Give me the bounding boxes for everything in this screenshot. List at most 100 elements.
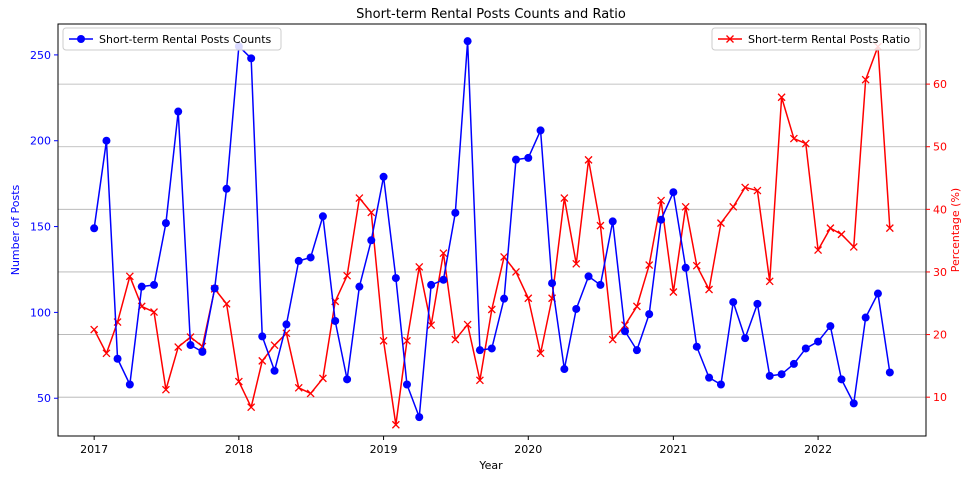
data-point: [90, 325, 99, 334]
legend-label: Short-term Rental Posts Ratio: [748, 33, 910, 46]
data-point: [150, 308, 158, 316]
data-point: [885, 224, 894, 233]
data-point: [355, 282, 364, 291]
series: [90, 37, 894, 429]
x-tick-label: 2022: [804, 443, 832, 456]
data-point: [669, 188, 678, 197]
data-point: [258, 356, 267, 365]
data-point: [415, 413, 424, 422]
data-point: [536, 349, 545, 358]
y-right-tick-label: 50: [933, 141, 947, 154]
data-point: [258, 332, 267, 341]
data-point: [681, 263, 690, 272]
data-point: [548, 279, 557, 288]
data-point: [753, 299, 762, 308]
series-counts: [90, 37, 894, 422]
data-point: [596, 280, 605, 289]
x-tick-label: 2021: [659, 443, 687, 456]
y-axis-left-label: Number of Posts: [9, 184, 22, 275]
data-point: [247, 54, 256, 63]
data-point: [524, 153, 533, 162]
data-point: [343, 271, 352, 280]
data-point: [692, 342, 701, 351]
data-point: [801, 344, 810, 353]
data-point: [584, 155, 593, 164]
data-point: [705, 285, 714, 294]
data-point: [137, 282, 146, 291]
data-point: [439, 275, 448, 284]
y-right-tick-label: 40: [933, 203, 947, 216]
data-point: [536, 126, 545, 135]
y-left-tick-label: 250: [30, 49, 51, 62]
y-right-tick-label: 20: [933, 329, 947, 342]
data-point: [463, 37, 472, 46]
y-right-tick-label: 60: [933, 78, 947, 91]
data-point: [222, 299, 231, 308]
data-point: [161, 219, 170, 228]
data-point: [814, 337, 823, 346]
data-point: [331, 316, 340, 325]
data-point: [657, 215, 666, 224]
data-point: [379, 336, 388, 345]
legend-marker: [726, 35, 734, 43]
data-point: [789, 359, 798, 368]
data-point: [741, 183, 750, 192]
data-point: [560, 194, 569, 203]
legend-box: [62, 27, 282, 51]
data-point: [247, 403, 256, 412]
data-point: [741, 334, 750, 343]
data-point: [487, 344, 496, 353]
data-point: [861, 75, 870, 84]
data-point: [777, 93, 786, 102]
data-point: [669, 288, 678, 296]
data-point: [681, 202, 690, 211]
data-point: [716, 219, 725, 228]
data-point: [294, 256, 303, 265]
data-point: [318, 374, 327, 383]
data-point: [475, 346, 484, 355]
x-axis-label: Year: [478, 459, 503, 472]
data-point: [729, 202, 738, 211]
data-point: [391, 274, 400, 283]
y-right-tick-label: 10: [933, 391, 947, 404]
data-point: [270, 366, 279, 375]
x-tick-label: 2020: [514, 443, 542, 456]
y-right-tick-label: 30: [933, 266, 947, 279]
data-point: [391, 420, 400, 429]
data-point: [451, 208, 460, 217]
data-point: [657, 196, 666, 205]
data-point: [500, 252, 509, 261]
data-point: [234, 377, 243, 386]
data-point: [826, 322, 835, 331]
data-point: [621, 327, 630, 336]
legend-ratio: Short-term Rental Posts Ratio: [711, 27, 921, 51]
data-point: [367, 236, 376, 245]
data-point: [102, 136, 111, 145]
data-point: [367, 208, 376, 217]
chart-title: Short-term Rental Posts Counts and Ratio: [356, 7, 626, 22]
data-point: [113, 354, 122, 363]
data-point: [306, 389, 315, 398]
data-point: [150, 280, 159, 289]
data-point: [512, 267, 520, 276]
data-point: [379, 172, 388, 181]
data-point: [282, 320, 291, 329]
y-axis-right-label: Percentage (%): [949, 188, 962, 272]
data-point: [125, 272, 134, 281]
data-point: [596, 221, 605, 230]
data-point: [161, 385, 170, 394]
legend-label: Short-term Rental Posts Counts: [99, 33, 272, 46]
data-point: [789, 134, 798, 143]
data-point: [765, 277, 774, 286]
data-point: [402, 380, 411, 389]
data-point: [645, 261, 654, 270]
y-left-tick-label: 100: [30, 306, 51, 319]
data-point: [90, 224, 99, 233]
data-point: [524, 294, 533, 303]
series-ratio: [90, 42, 894, 429]
data-point: [439, 249, 448, 258]
legend-marker: [77, 35, 85, 43]
data-point: [500, 294, 509, 303]
data-point: [753, 186, 762, 195]
plot-frame: [57, 23, 927, 437]
